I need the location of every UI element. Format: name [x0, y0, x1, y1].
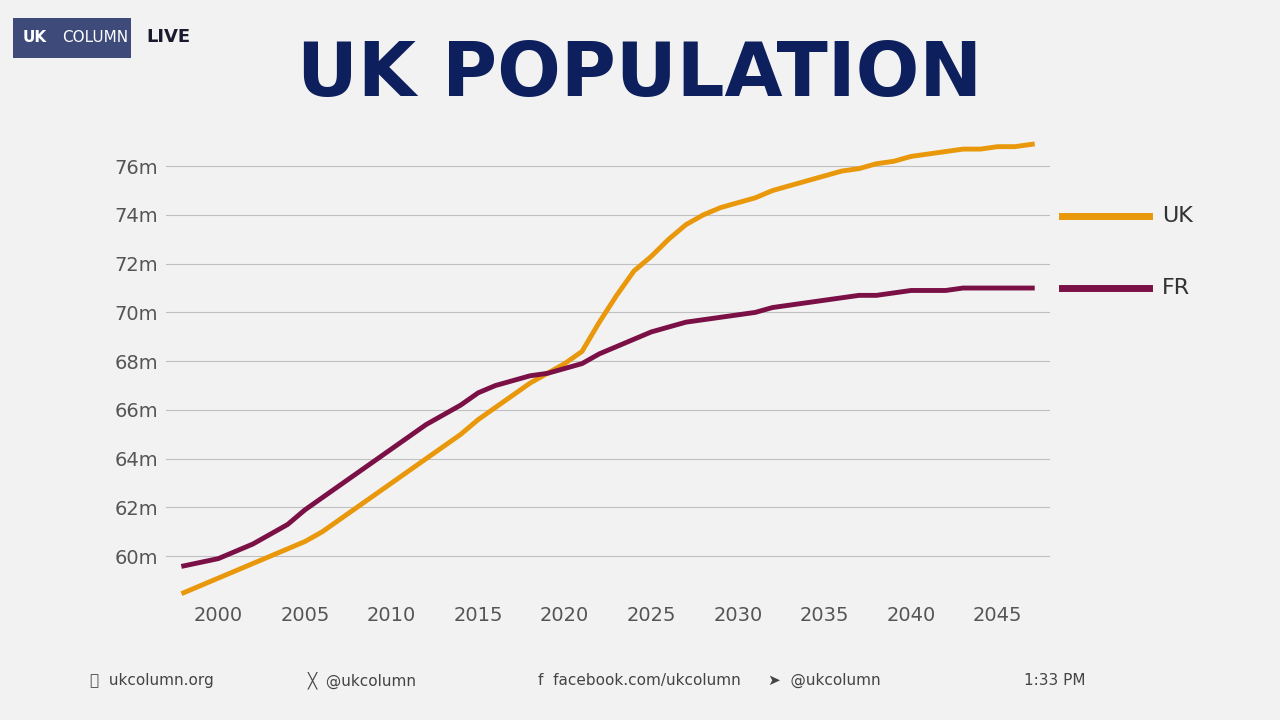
FancyBboxPatch shape — [13, 18, 131, 58]
Text: ➤  @ukcolumn: ➤ @ukcolumn — [768, 672, 881, 688]
Text: ⓘ  ukcolumn.org: ⓘ ukcolumn.org — [90, 673, 214, 688]
Text: COLUMN: COLUMN — [63, 30, 128, 45]
Text: f  facebook.com/ukcolumn: f facebook.com/ukcolumn — [538, 673, 740, 688]
Text: ╳  @ukcolumn: ╳ @ukcolumn — [307, 672, 416, 689]
Text: UK: UK — [1162, 206, 1193, 226]
Text: FR: FR — [1162, 278, 1190, 298]
Text: UK POPULATION: UK POPULATION — [297, 39, 983, 112]
Text: 1:33 PM: 1:33 PM — [1024, 673, 1085, 688]
Text: LIVE: LIVE — [146, 29, 189, 46]
Text: UK: UK — [22, 30, 46, 45]
